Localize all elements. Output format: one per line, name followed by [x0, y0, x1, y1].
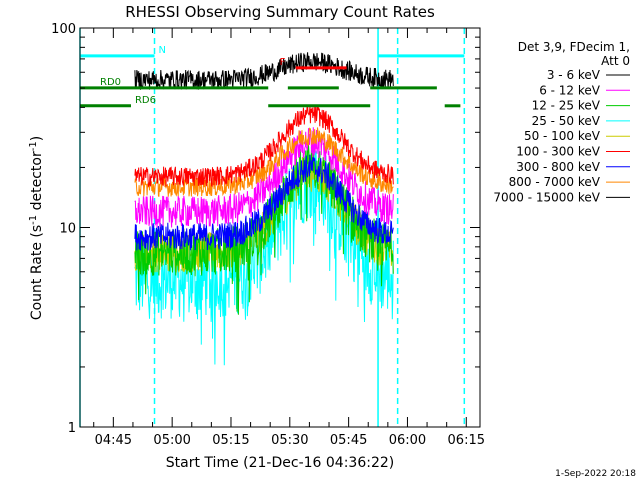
series-line-6-12keV — [134, 127, 394, 228]
annotation-label: RD6 — [135, 95, 156, 106]
annotation-label: N — [159, 45, 166, 56]
legend-header-line: Det 3,9, FDecim 1, — [518, 40, 630, 54]
series-line-3-6keV — [134, 52, 394, 90]
series-line-300-800keV — [134, 154, 394, 251]
legend-entry-label: 50 - 100 keV — [524, 129, 601, 143]
legend-entry-label: 6 - 12 keV — [539, 83, 601, 97]
x-tick-label: 05:00 — [153, 433, 190, 448]
legend-entry-label: 800 - 7000 keV — [509, 175, 601, 189]
legend-entry-label: 300 - 800 keV — [516, 160, 600, 174]
series-line-800-7000keV — [134, 127, 394, 197]
annotation-label: RD0 — [100, 77, 121, 88]
plot-content: N F RD0 RD6 — [79, 28, 466, 427]
y-tick-label: 10 — [59, 222, 76, 237]
y-axis-label-superscript: -1 — [28, 215, 39, 225]
y-axis-label: Count Rate (s-1 detector-1) — [28, 136, 45, 320]
y-axis: 1 10 100 — [51, 22, 480, 436]
footer-date: 1-Sep-2022 20:18 — [555, 469, 636, 479]
y-axis-label-superscript: -1 — [28, 141, 39, 151]
y-axis-label-part: Count Rate (s — [29, 225, 45, 320]
x-axis-label: Start Time (21-Dec-16 04:36:22) — [166, 455, 394, 471]
chart-title: RHESSI Observing Summary Count Rates — [125, 3, 435, 21]
x-tick-label: 05:15 — [212, 433, 249, 448]
annotation-label: F — [280, 57, 286, 68]
x-tick-label: 06:15 — [448, 433, 485, 448]
x-tick-label: 04:45 — [95, 433, 132, 448]
legend-entry-label: 25 - 50 keV — [532, 114, 601, 128]
legend-entry-label: 3 - 6 keV — [547, 68, 601, 82]
legend-entry-label: 7000 - 15000 keV — [493, 190, 600, 204]
x-tick-label: 06:00 — [389, 433, 426, 448]
legend-entry-label: 100 - 300 keV — [516, 145, 600, 159]
series-line-25-50keV — [134, 149, 394, 366]
y-axis-label-part: detector — [29, 151, 45, 215]
x-axis: 04:45 05:00 05:15 05:30 05:45 06:00 06:15 — [93, 28, 485, 448]
legend-entry-label: 12 - 25 keV — [532, 99, 601, 113]
x-tick-label: 05:45 — [330, 433, 367, 448]
y-tick-label: 100 — [51, 22, 76, 37]
series-line-100-300keV — [134, 104, 394, 188]
y-axis-label-part: ) — [29, 136, 45, 141]
legend-header-line: Att 0 — [601, 54, 630, 68]
y-tick-label: 1 — [68, 421, 76, 436]
x-tick-label: 05:30 — [271, 433, 308, 448]
